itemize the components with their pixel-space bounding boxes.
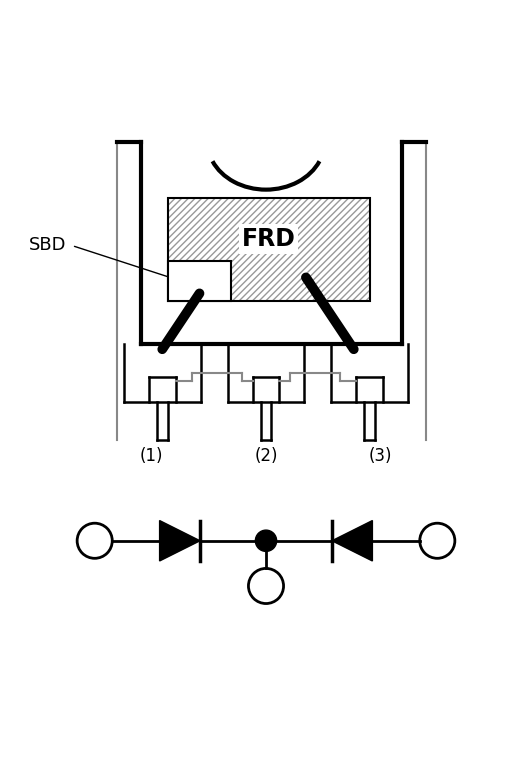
Polygon shape	[332, 521, 372, 561]
Circle shape	[255, 530, 277, 551]
Text: SBD: SBD	[29, 236, 66, 254]
Bar	[168, 198, 370, 301]
Text: (3): (3)	[369, 447, 392, 465]
Bar	[168, 198, 370, 301]
Text: FRD: FRD	[242, 227, 296, 251]
Bar	[168, 261, 231, 301]
Polygon shape	[160, 521, 200, 561]
Bar	[168, 198, 370, 301]
Text: (2): (2)	[254, 447, 278, 465]
Text: (1): (1)	[140, 447, 163, 465]
